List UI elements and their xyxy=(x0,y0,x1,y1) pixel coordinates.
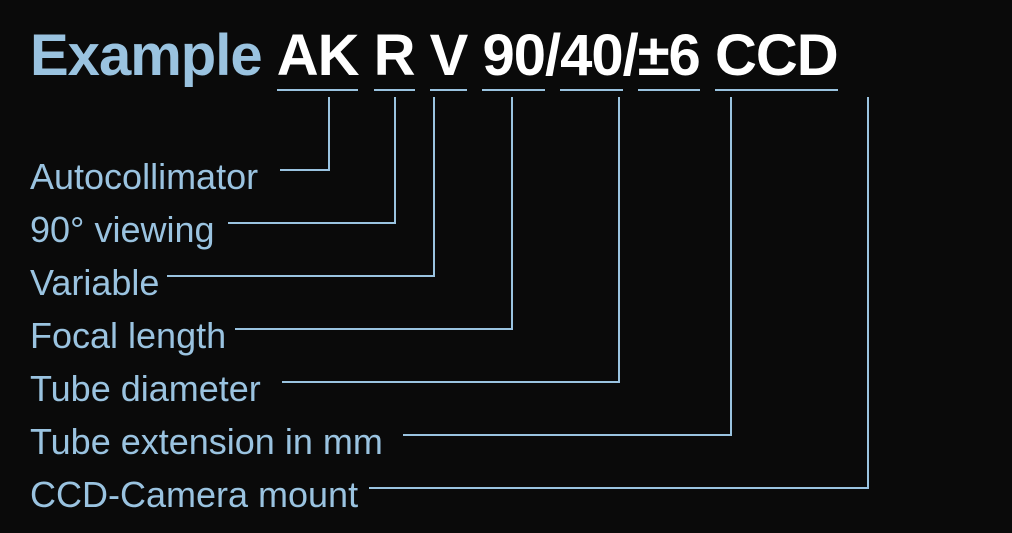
label-5: Tube extension in mm xyxy=(30,415,383,468)
code-segment-3: 90 xyxy=(482,22,545,91)
label-1: 90° viewing xyxy=(30,203,383,256)
connector-line xyxy=(403,97,731,435)
code-segment-5: 40 xyxy=(560,22,623,91)
code-segment-7: ±6 xyxy=(638,22,700,91)
label-6: CCD-Camera mount xyxy=(30,468,383,521)
heading-prefix: Example xyxy=(30,23,262,88)
code-separator: / xyxy=(623,23,638,88)
code-segment-2: V xyxy=(430,22,468,91)
code-heading: Example AK R V 90/40/±6 CCD xyxy=(30,22,838,91)
connector-line xyxy=(369,97,868,488)
label-list: Autocollimator90° viewingVariableFocal l… xyxy=(30,150,383,521)
code-segment-8: CCD xyxy=(715,22,838,91)
heading-segments: AK R V 90/40/±6 CCD xyxy=(277,23,838,88)
label-2: Variable xyxy=(30,256,383,309)
label-0: Autocollimator xyxy=(30,150,383,203)
code-segment-0: AK xyxy=(277,22,359,91)
code-separator: / xyxy=(545,23,560,88)
label-3: Focal length xyxy=(30,309,383,362)
code-segment-1: R xyxy=(374,22,415,91)
label-4: Tube diameter xyxy=(30,362,383,415)
